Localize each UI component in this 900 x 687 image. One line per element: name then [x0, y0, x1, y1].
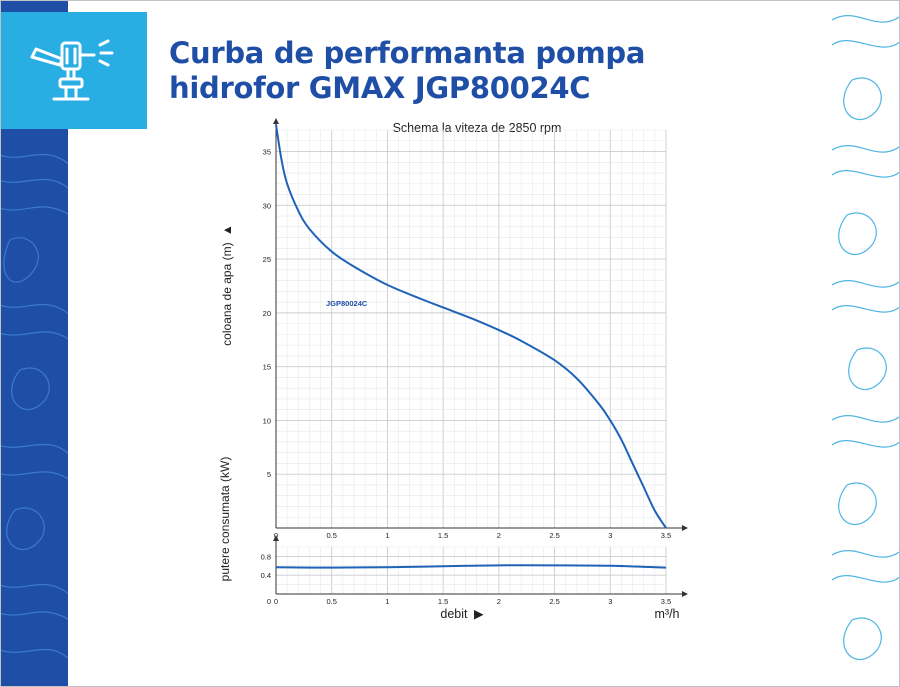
y-tick-label: 20 — [263, 309, 271, 318]
page-title-line1: Curba de performanta pompa — [169, 36, 646, 70]
power-chart-series — [275, 564, 667, 569]
x-tick-label: 0.5 — [326, 597, 336, 606]
x-tick-label: 0 — [274, 597, 278, 606]
x-tick-label: 2.5 — [549, 597, 559, 606]
power-chart-y-ticks: 0.4 0.8 0 — [261, 552, 271, 606]
x-tick-label: 1 — [385, 531, 389, 540]
page-title-line2: hidrofor GMAX JGP80024C — [169, 71, 591, 105]
x-tick-label: 3.5 — [661, 531, 671, 540]
x-tick-label: 2.5 — [549, 531, 559, 540]
y-tick-label: 30 — [263, 201, 271, 210]
performance-chart-svg: Schema la viteza de 2850 rpm 0 0.5 1 1.5 2 2.… — [218, 118, 688, 621]
series-line — [275, 564, 667, 569]
x-tick-label: 1.5 — [438, 531, 448, 540]
main-chart-y-ticks: 5 10 15 20 25 30 35 — [263, 148, 271, 480]
power-chart-grid — [275, 546, 667, 595]
main-chart-x-ticks: 00.511.522.533.5 — [274, 531, 671, 540]
power-chart-axes — [273, 535, 688, 597]
x-axis-label-debit: debit ▶ — [440, 607, 484, 621]
x-tick-label: 3 — [608, 597, 612, 606]
y-tick-label: 5 — [267, 470, 271, 479]
series-label: JGP80024C — [326, 299, 368, 308]
main-chart-axes — [273, 118, 688, 531]
y-tick-label: 15 — [263, 363, 271, 372]
x-tick-label: 2 — [497, 531, 501, 540]
x-axis-arrow-icon: ▶ — [474, 607, 484, 621]
series-line — [275, 124, 667, 529]
sprinkler-icon — [30, 39, 113, 100]
y-axis-label-head: coloana de apa (m) ▲ — [220, 224, 234, 346]
y-tick-label: 0.8 — [261, 552, 271, 561]
x-tick-label: 3.5 — [661, 597, 671, 606]
x-axis-arrowhead — [682, 591, 688, 597]
y-tick-label: 10 — [263, 416, 271, 425]
x-tick-label: 0.5 — [326, 531, 336, 540]
x-tick-label: 3 — [608, 531, 612, 540]
y-axis-arrow-icon: ▲ — [220, 224, 234, 236]
origin-tick-label: 0 — [267, 597, 271, 606]
y-axis-arrowhead — [273, 535, 279, 541]
x-tick-label: 1.5 — [438, 597, 448, 606]
x-tick-label: 1 — [385, 597, 389, 606]
performance-chart: Schema la viteza de 2850 rpm 0 0.5 1 1.5 2 2.… — [200, 110, 720, 630]
x-axis-unit: m³/h — [655, 607, 680, 621]
header-icon-box — [0, 12, 147, 129]
y-axis-label-power: putere consumata (kW) — [218, 457, 232, 582]
y-axis-arrowhead — [273, 118, 279, 124]
y-tick-label: 0.4 — [261, 571, 271, 580]
page-title: Curba de performanta pompa hidrofor GMAX… — [169, 36, 769, 106]
topographic-pattern-right — [832, 15, 900, 661]
main-chart-series — [275, 124, 667, 529]
y-axis-label-head-text: coloana de apa (m) — [220, 242, 234, 345]
chart-title: Schema la viteza de 2850 rpm — [393, 121, 562, 135]
x-tick-label: 2 — [497, 597, 501, 606]
main-chart-grid — [275, 129, 667, 529]
x-axis-arrowhead — [682, 525, 688, 531]
y-tick-label: 35 — [263, 148, 271, 157]
x-axis-label-text: debit — [440, 607, 468, 621]
y-tick-label: 25 — [263, 255, 271, 264]
right-decorative-band — [832, 0, 900, 687]
power-chart-x-ticks: 0 0.5 1 1.5 2 2.5 3 3.5 — [274, 597, 671, 606]
